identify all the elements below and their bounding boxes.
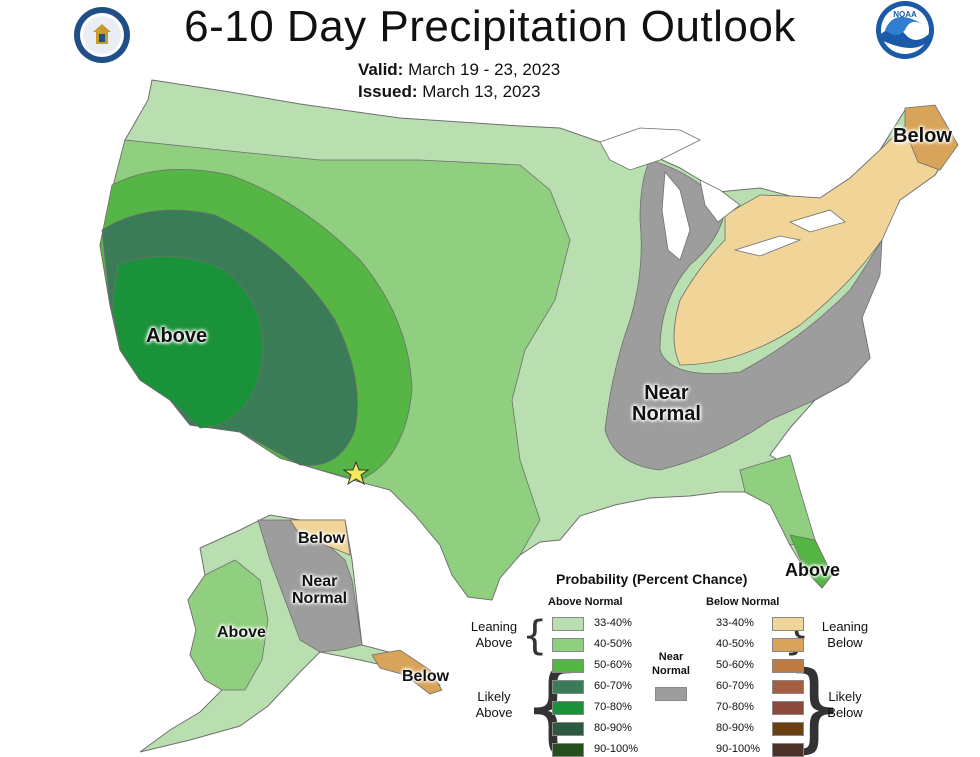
valid-dates: Valid: March 19 - 23, 2023 <box>358 60 560 80</box>
leaning-below-line2: Below <box>827 635 863 651</box>
near-normal-label: Near Normal <box>632 383 701 425</box>
likely-below-line1: Likely <box>828 689 862 704</box>
west-above-label: Above <box>146 325 208 347</box>
near-normal-legend-line1: Near <box>658 651 684 663</box>
alaska-north-below-region <box>289 519 351 556</box>
above-normal-swatch-label-1: 33-40% <box>594 617 632 629</box>
leaning-below-line1: Leaning <box>821 619 869 634</box>
alaska-panhandle-below-region <box>371 649 443 695</box>
below-normal-swatch-label-6: 80-90% <box>716 722 754 734</box>
above-normal-swatch-label-4: 60-70% <box>594 680 632 692</box>
likely-above-line2: Above <box>475 705 513 721</box>
alaska-near-label-line2: Normal <box>292 589 348 607</box>
below-normal-swatch-7 <box>772 743 804 757</box>
issued-value: March 13, 2023 <box>422 82 541 101</box>
legend-below-header: Below Normal <box>706 596 780 608</box>
alaska-above-label: Above <box>217 624 266 641</box>
department-of-commerce-seal <box>73 6 131 64</box>
above-normal-swatch-label-2: 40-50% <box>594 638 632 650</box>
likely-below-label: Likely Below <box>810 689 880 722</box>
probability-legend: Probability (Percent Chance) Above Norma… <box>460 565 890 757</box>
noaa-logo: NOAA <box>875 0 935 60</box>
noaa-logo-text: NOAA <box>893 10 917 19</box>
map-title: 6-10 Day Precipitation Outlook <box>184 2 796 51</box>
below-normal-swatch-label-1: 33-40% <box>716 617 754 629</box>
below-normal-swatch-1 <box>772 617 804 631</box>
issued-date: Issued: March 13, 2023 <box>358 82 540 102</box>
below-normal-swatch-label-7: 90-100% <box>716 743 761 755</box>
below-normal-swatch-4 <box>772 680 804 694</box>
issued-label: Issued: <box>358 82 418 101</box>
legend-above-header: Above Normal <box>548 596 623 608</box>
alaska-north-below-label: Below <box>298 530 346 547</box>
legend-title: Probability (Percent Chance) <box>556 571 748 587</box>
leaning-above-brace: { <box>522 613 548 659</box>
below-normal-swatch-2 <box>772 638 804 652</box>
above-normal-swatch-2 <box>552 638 584 652</box>
leaning-below-region <box>673 124 951 366</box>
near-normal-legend-line2: Normal <box>652 664 690 677</box>
above-normal-swatch-3 <box>552 659 584 673</box>
below-normal-swatch-label-4: 60-70% <box>716 680 754 692</box>
below-normal-swatch-label-5: 70-80% <box>716 701 754 713</box>
florida-above-label: Above <box>785 560 841 580</box>
near-normal-label-line1: Near <box>644 382 689 404</box>
above-normal-swatch-7 <box>552 743 584 757</box>
below-normal-swatch-6 <box>772 722 804 736</box>
likely-above-label: Likely Above <box>464 689 524 722</box>
leaning-above-line1: Leaning <box>470 619 518 634</box>
alaska-panhandle-below-label: Below <box>402 668 450 685</box>
maine-below-40-50-region <box>904 104 959 171</box>
likely-above-line1: Likely <box>477 689 511 704</box>
likely-below-line2: Below <box>827 705 863 721</box>
below-normal-swatch-5 <box>772 701 804 715</box>
above-normal-swatch-label-6: 80-90% <box>594 722 632 734</box>
southeast-above-region <box>739 454 816 546</box>
alaska-above-40-50-region <box>187 559 269 691</box>
above-normal-swatch-4 <box>552 680 584 694</box>
valid-label: Valid: <box>358 60 404 79</box>
leaning-below-label: Leaning Below <box>810 619 880 652</box>
above-normal-swatch-6 <box>552 722 584 736</box>
above-normal-swatch-1 <box>552 617 584 631</box>
above-normal-swatch-label-5: 70-80% <box>594 701 632 713</box>
near-normal-legend-label: Near Normal <box>644 651 698 679</box>
florida-above-50-region <box>789 534 833 589</box>
valid-value: March 19 - 23, 2023 <box>408 60 561 79</box>
near-normal-label-line2: Normal <box>632 403 701 425</box>
above-normal-swatch-label-7: 90-100% <box>594 743 639 755</box>
below-normal-swatch-label-3: 50-60% <box>716 659 754 671</box>
leaning-above-line2: Above <box>475 635 513 651</box>
above-normal-swatch-5 <box>552 701 584 715</box>
star-marker <box>342 460 370 486</box>
above-70-80-region <box>111 255 264 429</box>
northeast-below-label: Below <box>893 125 952 147</box>
below-normal-swatch-label-2: 40-50% <box>716 638 754 650</box>
below-normal-swatch-3 <box>772 659 804 673</box>
near-normal-swatch <box>655 687 687 701</box>
above-normal-swatch-label-3: 50-60% <box>594 659 632 671</box>
leaning-above-label: Leaning Above <box>464 619 524 652</box>
alaska-near-normal-label: Near Normal <box>292 573 348 608</box>
alaska-near-label-line1: Near <box>301 573 338 590</box>
great-lakes <box>599 127 846 261</box>
